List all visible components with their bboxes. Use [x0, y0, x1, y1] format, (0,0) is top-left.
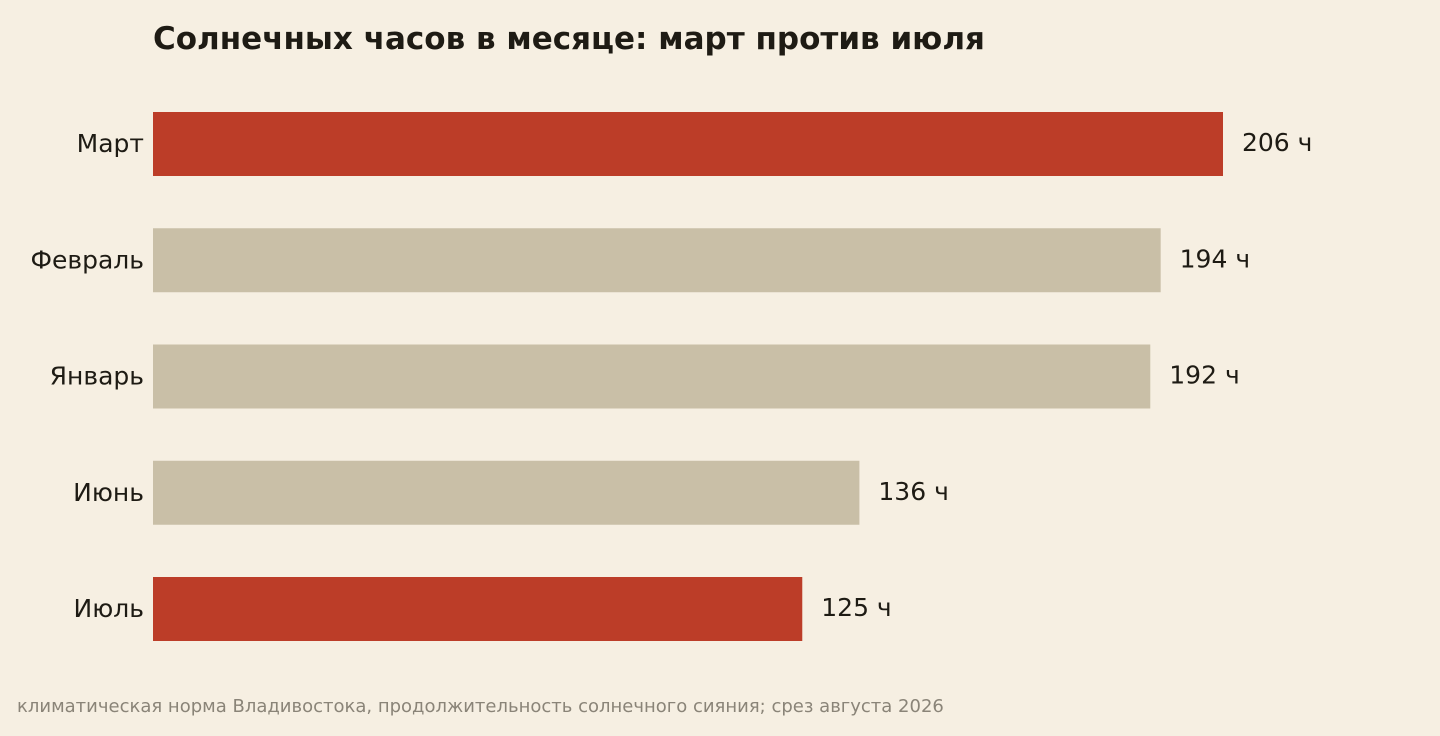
bar — [153, 577, 803, 641]
value-label: 136 ч — [878, 477, 948, 506]
value-label: 192 ч — [1169, 361, 1239, 390]
value-label: 125 ч — [821, 593, 891, 622]
value-label: 206 ч — [1242, 128, 1312, 157]
value-label: 194 ч — [1180, 244, 1250, 273]
bar — [153, 460, 860, 525]
bar — [153, 228, 1161, 293]
bar — [153, 344, 1151, 409]
source-footnote: климатическая норма Владивостока, продол… — [17, 696, 944, 717]
category-label: Июнь — [73, 478, 144, 507]
chart-title: Солнечных часов в месяце: март против ию… — [153, 21, 985, 57]
category-label: Февраль — [30, 245, 144, 274]
category-label: Март — [77, 129, 144, 158]
category-label: Январь — [50, 362, 144, 391]
bar — [153, 112, 1223, 176]
category-label: Июль — [74, 594, 144, 623]
